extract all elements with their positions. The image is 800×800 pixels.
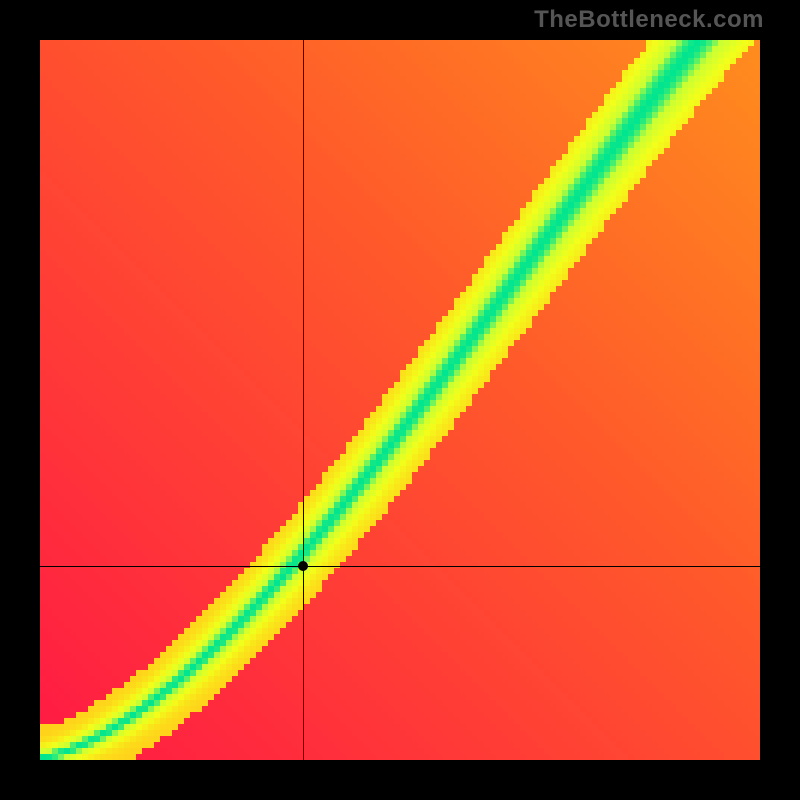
crosshair-vertical [303, 40, 304, 760]
watermark-text: TheBottleneck.com [534, 6, 764, 34]
plot-area [40, 40, 760, 760]
crosshair-horizontal [40, 566, 760, 567]
heatmap-canvas [40, 40, 760, 760]
chart-container: TheBottleneck.com [0, 0, 800, 800]
crosshair-marker [298, 561, 308, 571]
